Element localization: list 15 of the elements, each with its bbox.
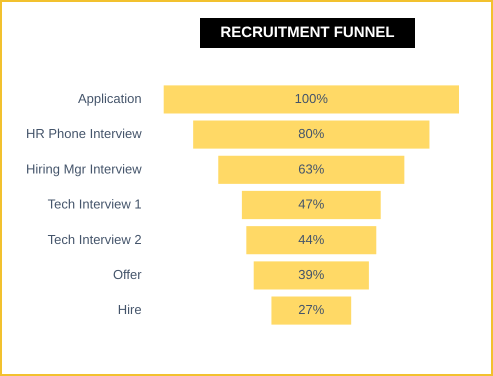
category-label: Application [78,90,142,106]
data-label: 100% [294,90,328,106]
category-label: Hire [118,302,142,318]
data-label: 63% [298,161,325,176]
data-label: 80% [298,126,325,142]
category-label: Hiring Mgr Interview [26,161,142,176]
data-label: 27% [298,302,325,318]
category-label: Tech Interview 2 [48,232,142,247]
data-label: 47% [298,196,325,212]
text: RECRUITMENT FUNNEL [200,18,415,48]
category-label: HR Phone Interview [26,126,142,142]
category-label: Tech Interview 1 [48,196,142,212]
data-label: 44% [298,232,325,247]
category-label: Offer [112,266,142,282]
data-label: 39% [298,266,325,282]
